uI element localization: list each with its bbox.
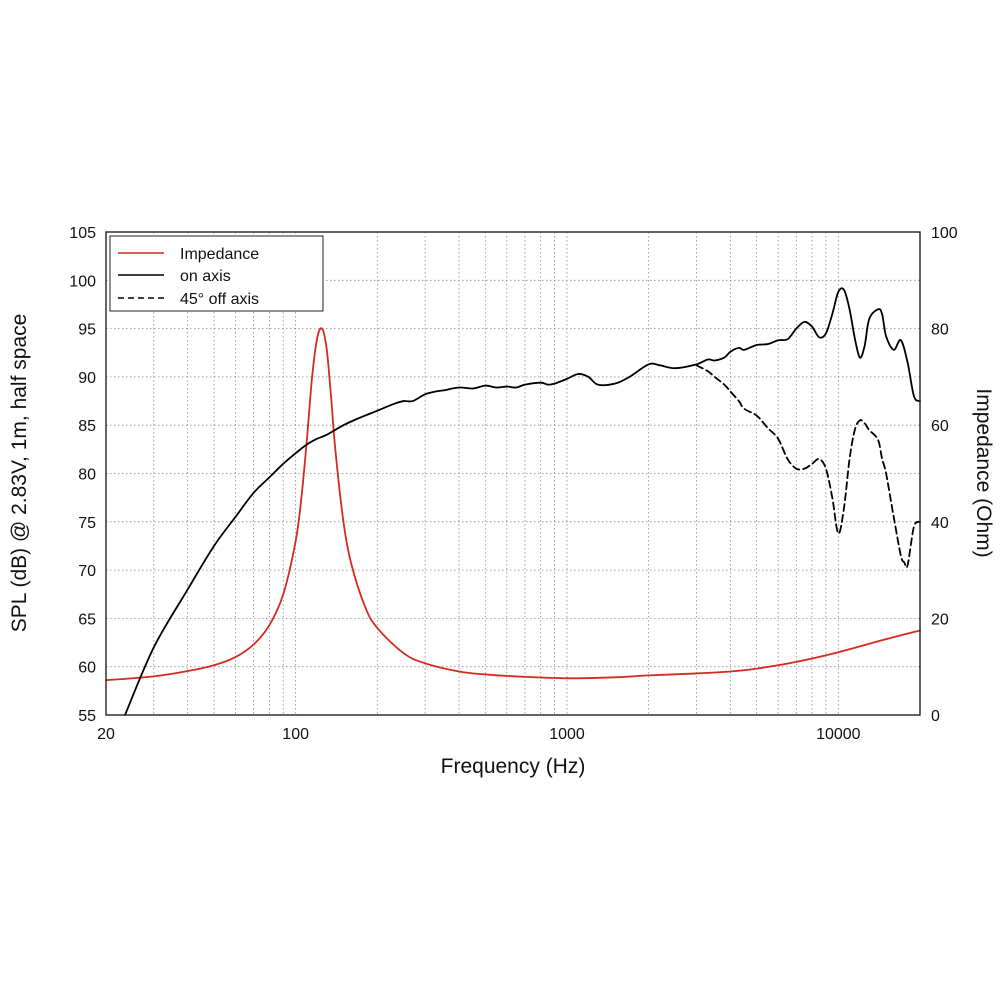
y-left-tick-label: 65 <box>78 611 96 628</box>
x-axis-title: Frequency (Hz) <box>441 755 586 778</box>
y-right-tick-label: 0 <box>931 708 940 725</box>
legend-label-impedance: Impedance <box>180 246 259 263</box>
y-right-tick-label: 60 <box>931 418 949 435</box>
y-axis-left-title: SPL (dB) @ 2.83V, 1m, half space <box>8 314 31 633</box>
y-left-tick-label: 105 <box>69 225 96 242</box>
legend-label-off-axis: 45° off axis <box>180 291 259 308</box>
y-left-tick-label: 90 <box>78 370 96 387</box>
x-tick-label: 10000 <box>816 726 861 743</box>
series-on-axis-line <box>124 287 921 716</box>
x-tick-label: 1000 <box>549 726 585 743</box>
y-right-tick-label: 100 <box>931 225 958 242</box>
series-off-axis-line <box>695 364 921 569</box>
y-right-tick-label: 40 <box>931 515 949 532</box>
y-left-tick-label: 75 <box>78 515 96 532</box>
y-left-tick-label: 55 <box>78 708 96 725</box>
x-tick-label: 100 <box>282 726 309 743</box>
plot-frame <box>105 231 921 716</box>
grid-lines <box>106 232 920 715</box>
tick-labels: 55 60 65 70 75 80 85 90 95 100 105 0 20 40 60 80 100 20 10… <box>69 225 958 743</box>
y-left-tick-label: 60 <box>78 660 96 677</box>
y-right-tick-label: 80 <box>931 322 949 339</box>
y-right-tick-label: 20 <box>931 611 949 628</box>
y-left-tick-label: 85 <box>78 418 96 435</box>
legend-label-on-axis: on axis <box>180 268 231 285</box>
y-left-tick-label: 70 <box>78 563 96 580</box>
y-left-tick-label: 95 <box>78 322 96 339</box>
y-left-tick-label: 80 <box>78 467 96 484</box>
legend-box <box>109 235 324 312</box>
series-impedance-line <box>105 327 921 682</box>
y-axis-right-title: Impedance (Ohm) <box>972 388 995 557</box>
data-series <box>105 287 921 716</box>
x-tick-label: 20 <box>97 726 115 743</box>
legend: Impedance on axis 45° off axis <box>109 235 324 312</box>
y-left-tick-label: 100 <box>69 273 96 290</box>
